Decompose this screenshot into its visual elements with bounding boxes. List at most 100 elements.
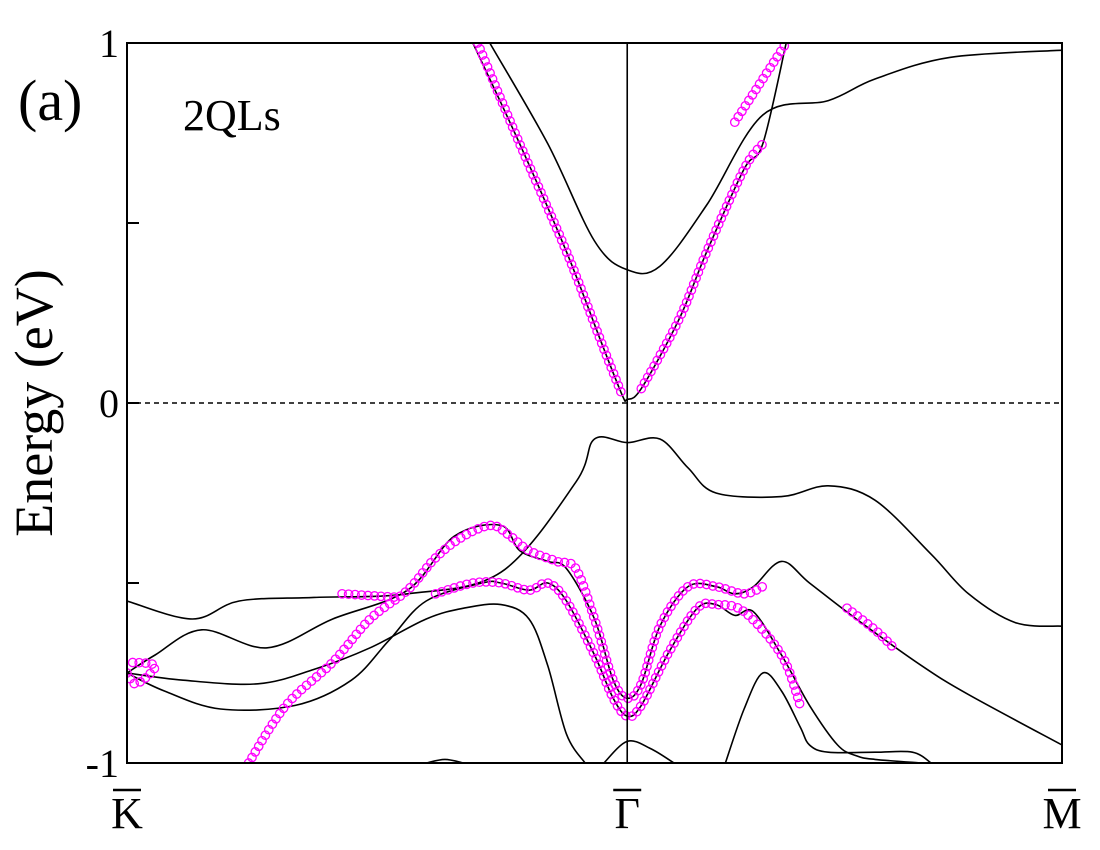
projection-marker	[719, 207, 729, 218]
projection-marker	[732, 602, 743, 613]
projection-marker	[590, 618, 601, 628]
band-line-2	[472, 43, 787, 402]
projection-marker	[480, 56, 490, 66]
projection-marker	[670, 321, 681, 331]
projection-segment-1	[472, 43, 626, 397]
projection-marker	[608, 368, 619, 379]
projection-marker	[512, 134, 523, 144]
projection-marker	[510, 128, 520, 138]
projection-marker	[363, 590, 373, 601]
projection-marker	[585, 641, 596, 652]
projection-marker	[650, 672, 661, 683]
projection-marker	[247, 752, 257, 763]
projection-marker	[492, 86, 503, 96]
band-line-1	[489, 43, 1062, 275]
projection-marker	[640, 667, 651, 678]
projection-marker	[647, 642, 658, 653]
projection-marker	[573, 277, 584, 288]
projection-marker	[662, 649, 673, 660]
projection-marker	[500, 578, 511, 589]
projection-marker	[467, 526, 478, 537]
projection-marker	[585, 308, 596, 318]
projection-marker	[649, 636, 660, 647]
projection-marker	[582, 593, 593, 604]
projection-marker	[700, 249, 711, 259]
x-tick-label: Γ	[615, 789, 640, 838]
projection-marker	[651, 630, 662, 641]
projection-marker	[587, 314, 598, 324]
projection-marker	[500, 104, 510, 114]
projection-marker	[599, 344, 609, 355]
projection-marker	[578, 581, 589, 591]
projection-marker	[706, 237, 716, 247]
projection-marker	[603, 356, 614, 367]
projection-marker	[645, 684, 655, 695]
projection-marker	[620, 710, 631, 721]
projection-marker	[350, 589, 360, 600]
projection-marker	[757, 581, 768, 592]
projection-marker	[515, 140, 526, 150]
projection-marker	[479, 521, 490, 532]
projection-marker	[615, 386, 626, 397]
projection-marker	[790, 686, 801, 697]
projection-marker	[732, 588, 743, 598]
projection-marker	[505, 116, 515, 126]
projection-marker	[652, 355, 663, 366]
projection-marker	[523, 158, 533, 168]
projection-marker	[553, 556, 564, 567]
projection-marker	[681, 297, 692, 308]
projection-marker	[376, 591, 386, 602]
projection-marker	[599, 649, 610, 659]
projection-marker	[784, 667, 795, 678]
projection-marker	[495, 92, 505, 102]
projection-marker	[129, 678, 140, 689]
projection-marker	[140, 658, 151, 668]
projection-marker	[591, 653, 601, 664]
projection-marker	[588, 647, 599, 658]
y-tick-label: -1	[86, 741, 119, 786]
projection-marker	[757, 139, 767, 150]
projection-marker	[147, 659, 157, 669]
projection-marker	[559, 557, 570, 568]
projection-marker	[639, 696, 649, 706]
projection-segment-3	[729, 43, 790, 128]
projection-marker	[134, 657, 145, 668]
projection-marker	[886, 640, 897, 651]
projection-marker	[713, 599, 724, 610]
projection-marker	[497, 98, 508, 108]
projection-marker	[645, 649, 656, 659]
projection-marker	[519, 584, 529, 595]
projection-marker	[669, 638, 679, 649]
projection-marker	[449, 583, 460, 593]
projection-marker	[547, 554, 557, 565]
annotation-layers: 2QLs	[183, 91, 281, 140]
projection-marker	[691, 273, 701, 283]
projection-marker	[589, 320, 600, 330]
projection-marker	[745, 587, 756, 598]
band-line-8	[724, 671, 932, 763]
projection-marker	[682, 581, 693, 592]
projection-marker	[525, 585, 536, 595]
projection-marker	[481, 577, 491, 587]
projection-marker	[672, 632, 683, 643]
projection-marker	[149, 663, 160, 674]
projection-marker	[713, 219, 724, 230]
projection-marker	[658, 344, 669, 354]
projection-marker	[707, 599, 717, 609]
projection-marker	[369, 591, 380, 601]
projection-marker	[534, 550, 545, 561]
projection-marker	[735, 171, 746, 182]
projection-marker	[576, 283, 586, 294]
projection-marker	[337, 588, 347, 599]
projection-marker	[569, 265, 579, 276]
projection-marker	[751, 585, 762, 595]
projection-marker	[598, 671, 609, 682]
projection-marker	[700, 598, 711, 609]
projection-marker	[726, 586, 737, 596]
projection-marker	[594, 332, 605, 343]
projection-marker	[455, 533, 466, 543]
projection-marker	[739, 588, 750, 599]
projection-marker	[684, 291, 694, 302]
projection-marker	[551, 223, 562, 234]
projection-marker	[576, 574, 587, 585]
